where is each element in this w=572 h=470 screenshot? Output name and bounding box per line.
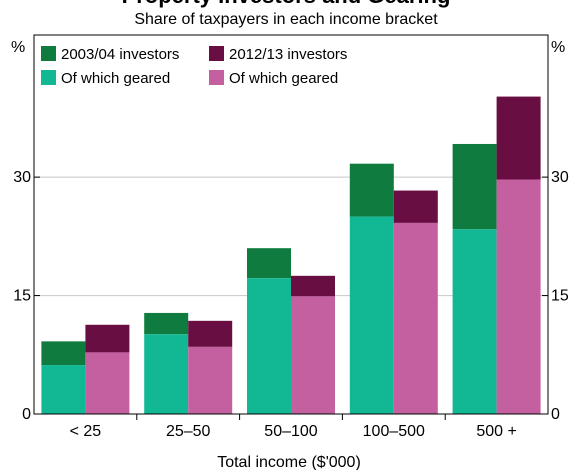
bar-2003-04-investors-100-500 <box>349 163 394 217</box>
bar-2012-13-geared-100-500 <box>393 222 438 414</box>
y-axis-right: 0 15 30 <box>542 169 569 423</box>
legend-label-4: Of which geared <box>229 70 338 87</box>
plot-frame <box>33 34 549 415</box>
legend-swatch-3 <box>209 46 224 61</box>
bar-2003-04-geared-500 <box>452 229 497 414</box>
y-unit-left: % <box>11 39 25 56</box>
bar-2003-04-geared-25-50 <box>144 334 189 414</box>
y-unit-right: % <box>551 39 565 56</box>
bar-2012-13-investors-500 <box>496 96 541 180</box>
x-axis-label: Total income ($'000) <box>217 454 361 470</box>
bar-2003-04-geared-50-100 <box>247 278 291 414</box>
chart-title: Property Investors and Gearing <box>122 0 451 8</box>
legend-label-3: 2012/13 investors <box>229 46 347 63</box>
y-tick-label-left: 0 <box>22 406 31 423</box>
bar-2012-13-investors-100-500 <box>393 190 438 223</box>
y-tick-label-right: 30 <box>551 169 569 186</box>
bar-2012-13-geared-500 <box>496 179 541 414</box>
bar-2012-13-geared-25 <box>85 352 130 414</box>
legend-swatch-4 <box>209 70 224 85</box>
legend-label-1: 2003/04 investors <box>61 46 179 63</box>
plot-border <box>33 34 549 415</box>
y-axis-left: 0 15 30 <box>13 169 40 423</box>
bar-2003-04-investors-25 <box>41 341 86 366</box>
bars <box>41 96 541 414</box>
bar-2003-04-geared-100-500 <box>349 216 394 414</box>
chart-subtitle: Share of taxpayers in each income bracke… <box>134 11 438 28</box>
legend-swatch-2 <box>41 70 56 85</box>
x-tick-label: 500 + <box>476 423 516 440</box>
bar-2003-04-investors-50-100 <box>247 248 291 279</box>
bar-2012-13-investors-50-100 <box>291 275 335 297</box>
legend-swatch-1 <box>41 46 56 61</box>
legend-label-2: Of which geared <box>61 70 170 87</box>
y-tick-label-right: 0 <box>551 406 560 423</box>
bar-2003-04-investors-500 <box>452 143 497 230</box>
bar-2012-13-investors-25-50 <box>188 320 233 347</box>
bar-2003-04-investors-25-50 <box>144 312 189 335</box>
x-tick-label: 100–500 <box>363 423 425 440</box>
bar-2012-13-geared-25-50 <box>188 346 233 414</box>
y-tick-label-right: 15 <box>551 288 569 305</box>
x-axis: < 25 25–50 50–100 100–500 500 + <box>70 414 517 440</box>
legend: 2003/04 investors 2012/13 investors Of whi… <box>41 46 347 87</box>
x-tick-label: < 25 <box>70 423 102 440</box>
bar-2003-04-geared-25 <box>41 365 86 414</box>
bar-2012-13-geared-50-100 <box>291 296 335 414</box>
x-tick-label: 25–50 <box>166 423 211 440</box>
y-tick-label-left: 15 <box>13 288 31 305</box>
bar-2012-13-investors-25 <box>85 324 130 353</box>
y-tick-label-left: 30 <box>13 169 31 186</box>
x-tick-label: 50–100 <box>264 423 317 440</box>
